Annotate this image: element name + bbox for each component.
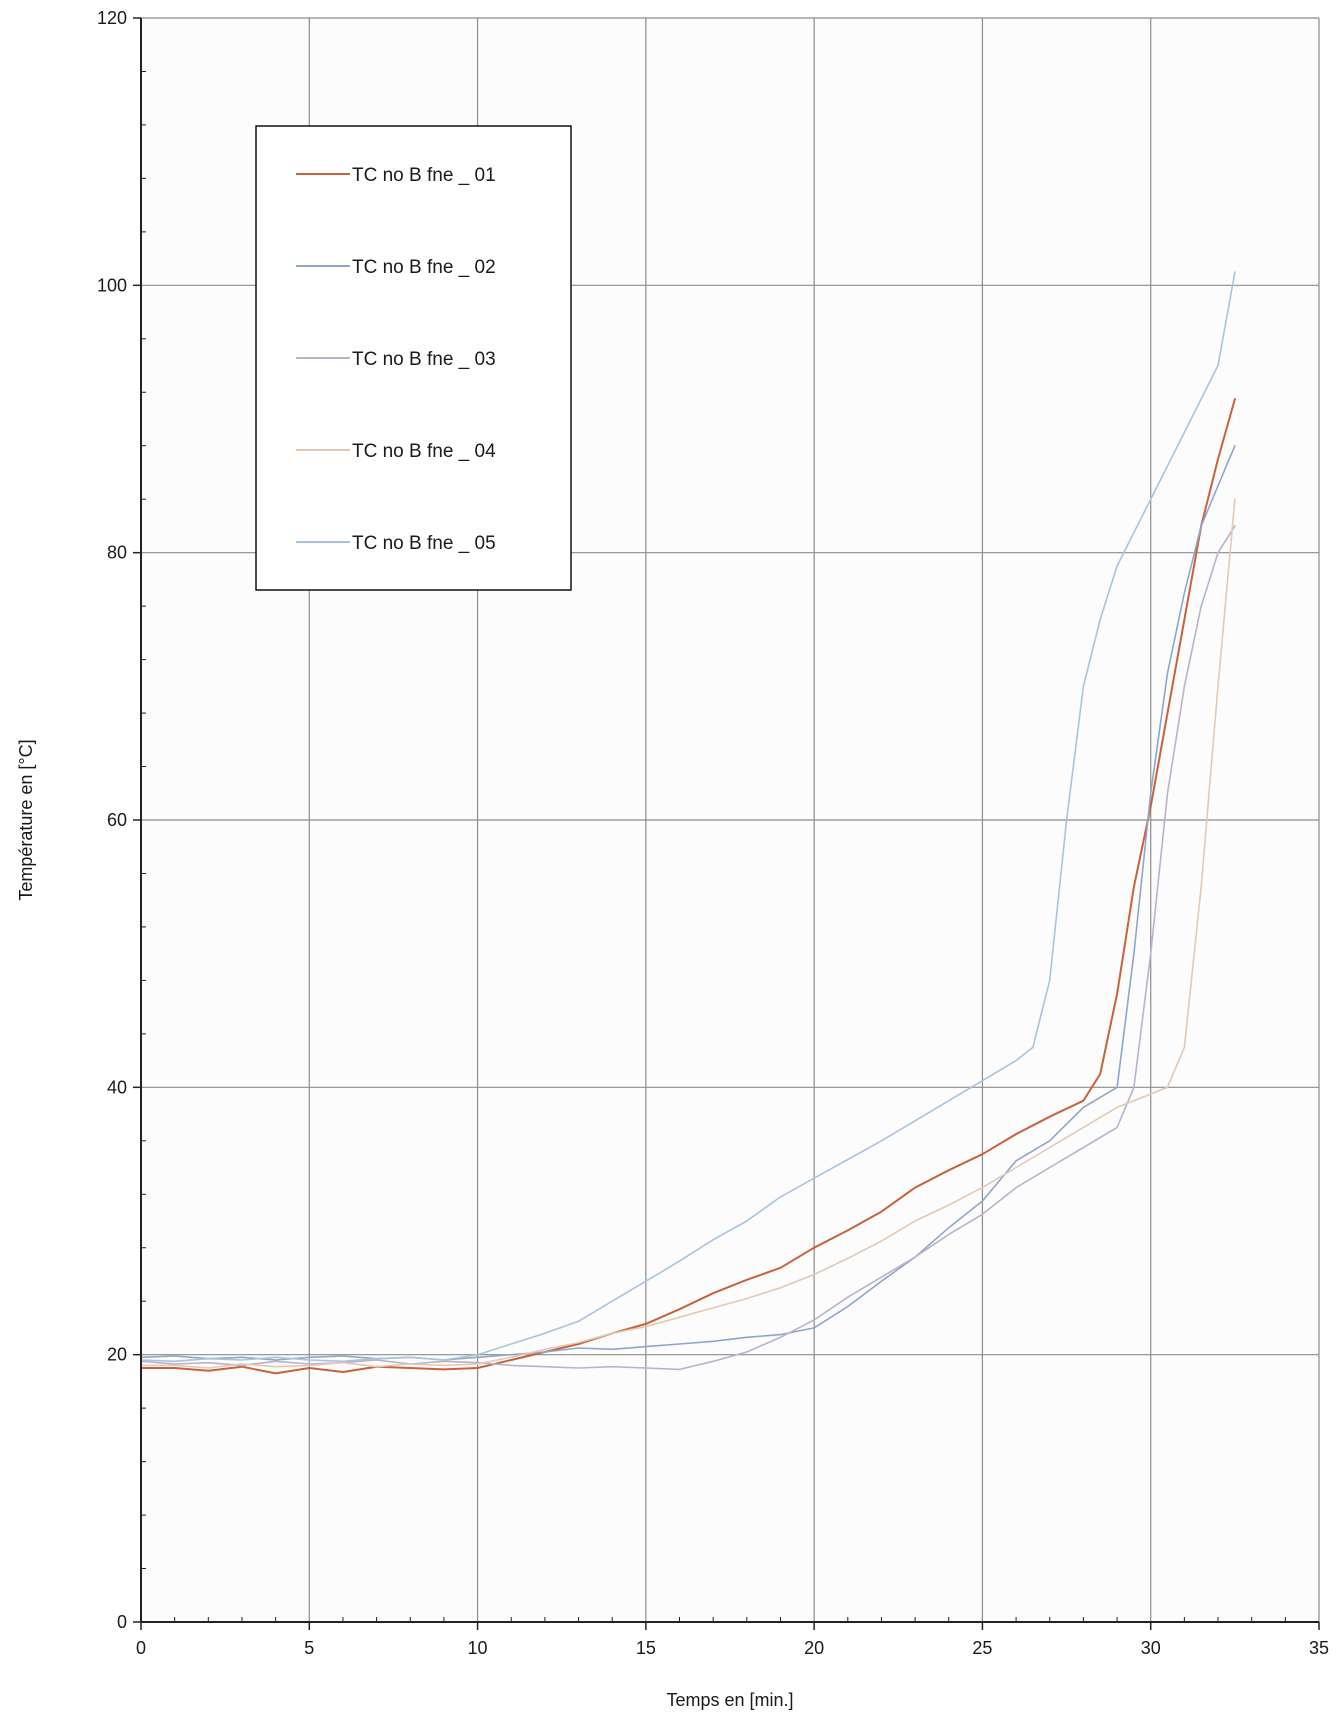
legend-label-2: TC no B fne _ 02 — [352, 257, 496, 278]
x-tick-label: 5 — [304, 1638, 314, 1658]
x-tick-label: 10 — [468, 1638, 488, 1658]
x-tick-label: 20 — [804, 1638, 824, 1658]
tick-labels: 0 5 10 15 20 25 30 35 0 20 40 60 80 100 120 — [97, 8, 1329, 1658]
x-axis-title: Temps en [min.] — [666, 1690, 793, 1710]
series-line-2 — [140, 444, 1236, 1361]
y-tick-label: 100 — [97, 275, 127, 295]
x-tick-label: 25 — [972, 1638, 992, 1658]
y-tick-label: 80 — [107, 543, 127, 563]
series-layer — [140, 271, 1236, 1375]
legend-label-1: TC no B fne _ 01 — [352, 165, 496, 186]
y-tick-label: 20 — [107, 1345, 127, 1365]
legend-label-5: TC no B fne _ 05 — [352, 533, 496, 554]
y-tick-label: 40 — [107, 1077, 127, 1097]
y-tick-label: 0 — [117, 1612, 127, 1632]
series-line-5 — [140, 271, 1236, 1363]
legend: TC no B fne _ 01 TC no B fne _ 02 TC no B … — [255, 125, 572, 591]
x-tick-label: 0 — [136, 1638, 146, 1658]
y-tick-label: 60 — [107, 810, 127, 830]
series-line-4 — [140, 498, 1236, 1369]
x-tick-label: 30 — [1141, 1638, 1161, 1658]
grid-lines — [141, 17, 1320, 1622]
legend-label-4: TC no B fne _ 04 — [352, 441, 496, 462]
y-tick-label: 120 — [97, 8, 127, 28]
x-tick-label: 35 — [1309, 1638, 1329, 1658]
y-axis-title: Température en [°C] — [16, 739, 36, 900]
legend-label-3: TC no B fne _ 03 — [352, 349, 496, 370]
x-tick-label: 15 — [636, 1638, 656, 1658]
series-line-1 — [140, 398, 1236, 1375]
